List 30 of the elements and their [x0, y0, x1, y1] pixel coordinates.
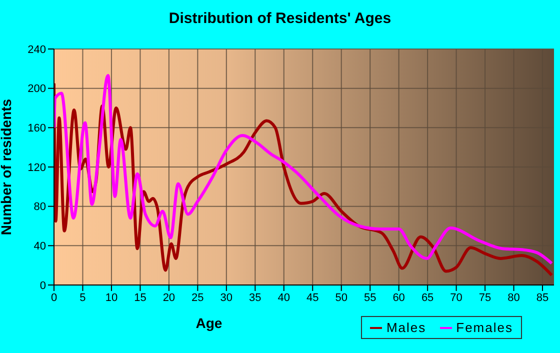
- x-tick-label: 65: [421, 292, 434, 304]
- x-tick-label: 40: [278, 292, 290, 304]
- y-tick-label: 160: [28, 122, 46, 135]
- x-tick-label: 35: [249, 292, 262, 304]
- x-tick-label: 80: [508, 292, 520, 304]
- x-tick-label: 70: [450, 292, 462, 304]
- x-tick-label: 5: [80, 292, 86, 304]
- y-tick-label: 240: [28, 44, 46, 56]
- y-tick-label: 0: [40, 280, 46, 292]
- y-tick-label: 120: [28, 162, 46, 174]
- x-tick-label: 15: [134, 292, 146, 304]
- legend-label: Females: [455, 320, 513, 335]
- x-tick-label: 20: [162, 292, 176, 304]
- x-tick-label: 85: [536, 292, 549, 304]
- y-tick-label: 40: [34, 240, 46, 253]
- x-tick-label: 75: [478, 292, 492, 304]
- x-tick-label: 0: [50, 292, 58, 304]
- x-tick-label: 10: [105, 292, 118, 304]
- x-tick-label: 60: [392, 292, 405, 304]
- x-axis-title: Age: [194, 315, 224, 331]
- y-axis-title: Number of residents: [0, 98, 14, 236]
- chart-title: Distribution of Residents' Ages: [168, 10, 392, 27]
- legend-label: Males: [385, 320, 426, 335]
- x-tick-label: 50: [335, 292, 348, 304]
- y-tick-label: 80: [34, 201, 46, 214]
- x-tick-label: 30: [220, 292, 233, 304]
- x-tick-label: 45: [306, 292, 319, 304]
- x-tick-label: 25: [192, 292, 204, 304]
- y-tick-label: 200: [28, 83, 46, 96]
- x-tick-label: 55: [364, 292, 376, 304]
